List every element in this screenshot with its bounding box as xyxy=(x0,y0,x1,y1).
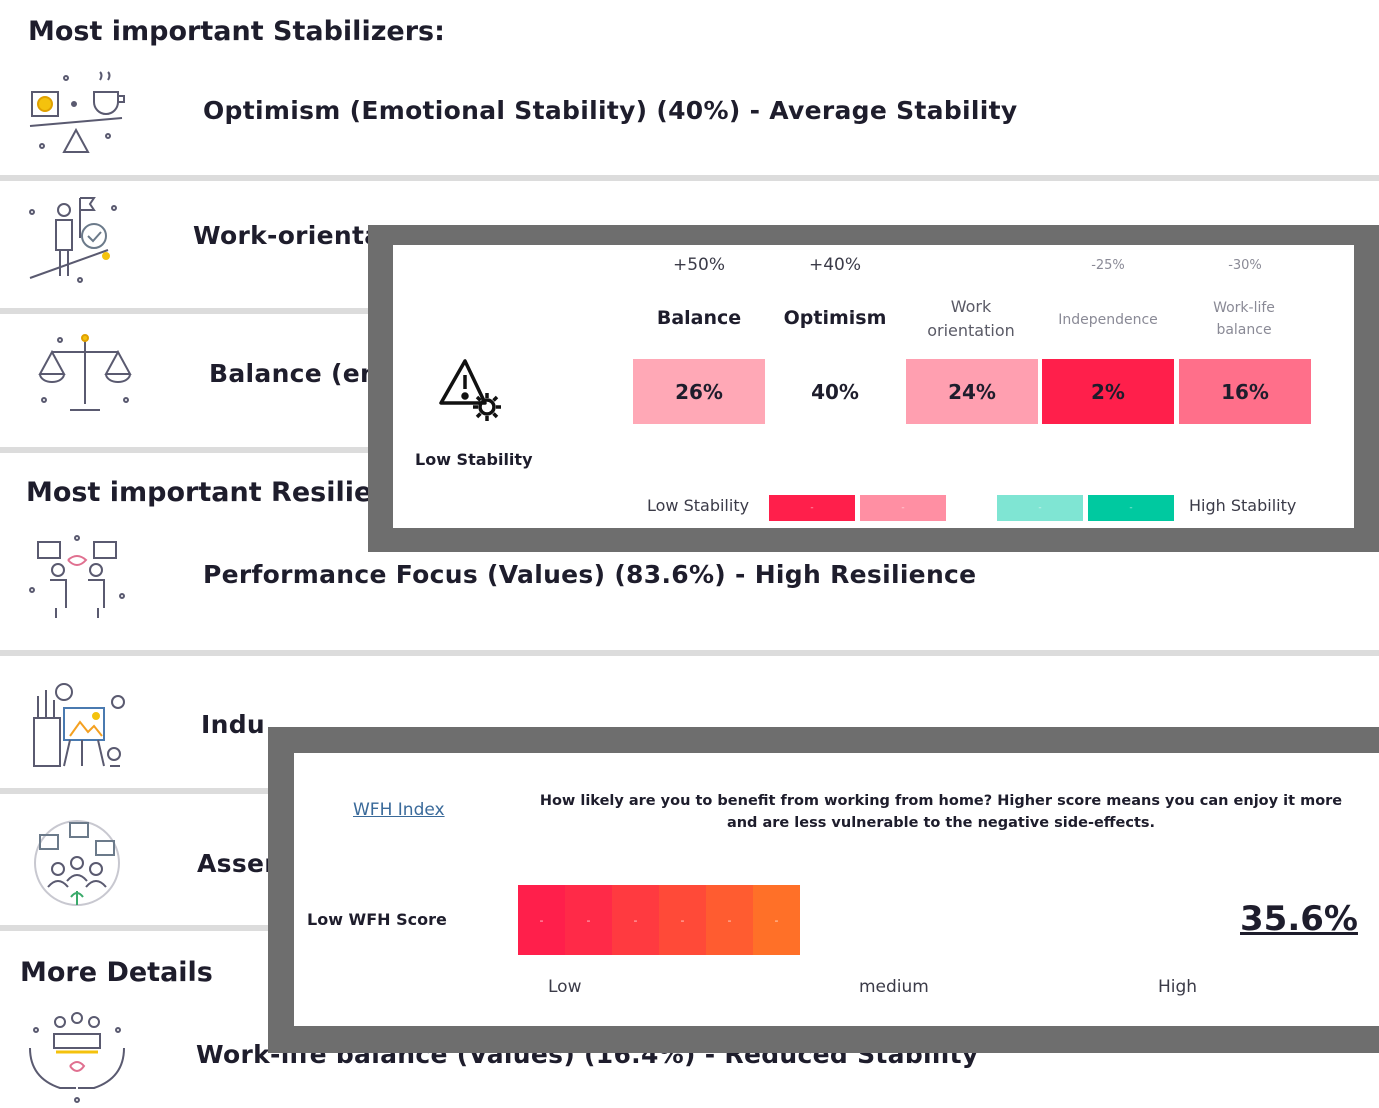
wfh-scale-high: High xyxy=(1158,977,1198,997)
delta-work-life-balance: -30% xyxy=(1228,258,1262,273)
wfh-scale-medium: medium xyxy=(859,977,929,997)
legend-segment-1: - xyxy=(769,495,855,521)
value-cell-independence: 2% xyxy=(1042,359,1174,424)
value-cell-optimism: 40% xyxy=(769,359,901,424)
legend-low-label: Low Stability xyxy=(647,496,750,515)
wfh-bar-segment-1: - xyxy=(518,885,565,955)
wfh-bar-segment-4: - xyxy=(659,885,706,955)
resilience-item-industriousness: Indu xyxy=(201,710,265,739)
divider xyxy=(0,650,1379,656)
stabilizer-item-balance: Balance (em xyxy=(209,359,387,388)
goal-achievement-icon xyxy=(22,190,132,286)
warning-gear-icon xyxy=(437,355,507,425)
stabilizer-item-optimism: Optimism (Emotional Stability) (40%) - A… xyxy=(203,96,1018,125)
column-work-life-balance: Work-life balance xyxy=(1213,300,1275,338)
legend-segment-2: - xyxy=(860,495,946,521)
legend-segment-5: - xyxy=(1088,495,1174,521)
group-discussion-icon xyxy=(22,815,132,911)
resilience-heading: Most important Resilie xyxy=(26,477,373,508)
stability-panel-content: Low Stability +50% +40% -25% -30% Balanc… xyxy=(393,245,1354,528)
wfh-bar-segment-2: - xyxy=(565,885,612,955)
wfh-score: 35.6% xyxy=(1240,899,1358,939)
wfh-bar-segment-3: - xyxy=(612,885,659,955)
wfh-description: How likely are you to benefit from worki… xyxy=(539,793,1343,831)
wfh-status-label: Low WFH Score xyxy=(307,910,447,929)
caring-hands-icon xyxy=(22,1008,132,1104)
team-collaboration-icon xyxy=(22,530,132,626)
wfh-bar-segment-6: - xyxy=(753,885,800,955)
wfh-score-bar: - - - - - - xyxy=(518,885,800,955)
wfh-index-link[interactable]: WFH Index xyxy=(353,800,445,820)
stability-status-label: Low Stability xyxy=(415,450,533,469)
column-balance: Balance xyxy=(656,307,742,329)
column-independence: Independence xyxy=(1058,312,1158,328)
wfh-bar-segment-5: - xyxy=(706,885,753,955)
stability-panel: Low Stability +50% +40% -25% -30% Balanc… xyxy=(368,225,1379,552)
delta-optimism: +40% xyxy=(808,255,862,275)
more-details-heading: More Details xyxy=(20,957,213,988)
column-optimism: Optimism xyxy=(783,307,887,329)
wfh-panel: WFH Index How likely are you to benefit … xyxy=(268,727,1379,1053)
scales-icon xyxy=(30,330,140,426)
balance-scale-coffee-icon xyxy=(22,70,132,166)
resilience-item-assertiveness: Asser xyxy=(197,849,277,878)
legend-high-label: High Stability xyxy=(1189,496,1297,515)
divider xyxy=(0,175,1379,181)
wfh-panel-content: WFH Index How likely are you to benefit … xyxy=(294,753,1379,1026)
stabilizers-heading: Most important Stabilizers: xyxy=(28,16,445,47)
delta-balance: +50% xyxy=(672,255,726,275)
value-cell-balance: 26% xyxy=(633,359,765,424)
resilience-item-performance-focus: Performance Focus (Values) (83.6%) - Hig… xyxy=(203,560,977,589)
value-cell-work-life-balance: 16% xyxy=(1179,359,1311,424)
stabilizer-item-work-orientation: Work-orienta xyxy=(193,221,382,250)
delta-independence: -25% xyxy=(1091,258,1125,273)
wfh-scale-low: Low xyxy=(548,977,582,997)
value-cell-work-orientation: 24% xyxy=(906,359,1038,424)
legend-segment-4: - xyxy=(997,495,1083,521)
column-work-orientation: Work orientation xyxy=(927,297,1015,340)
creative-tools-icon xyxy=(20,678,130,774)
